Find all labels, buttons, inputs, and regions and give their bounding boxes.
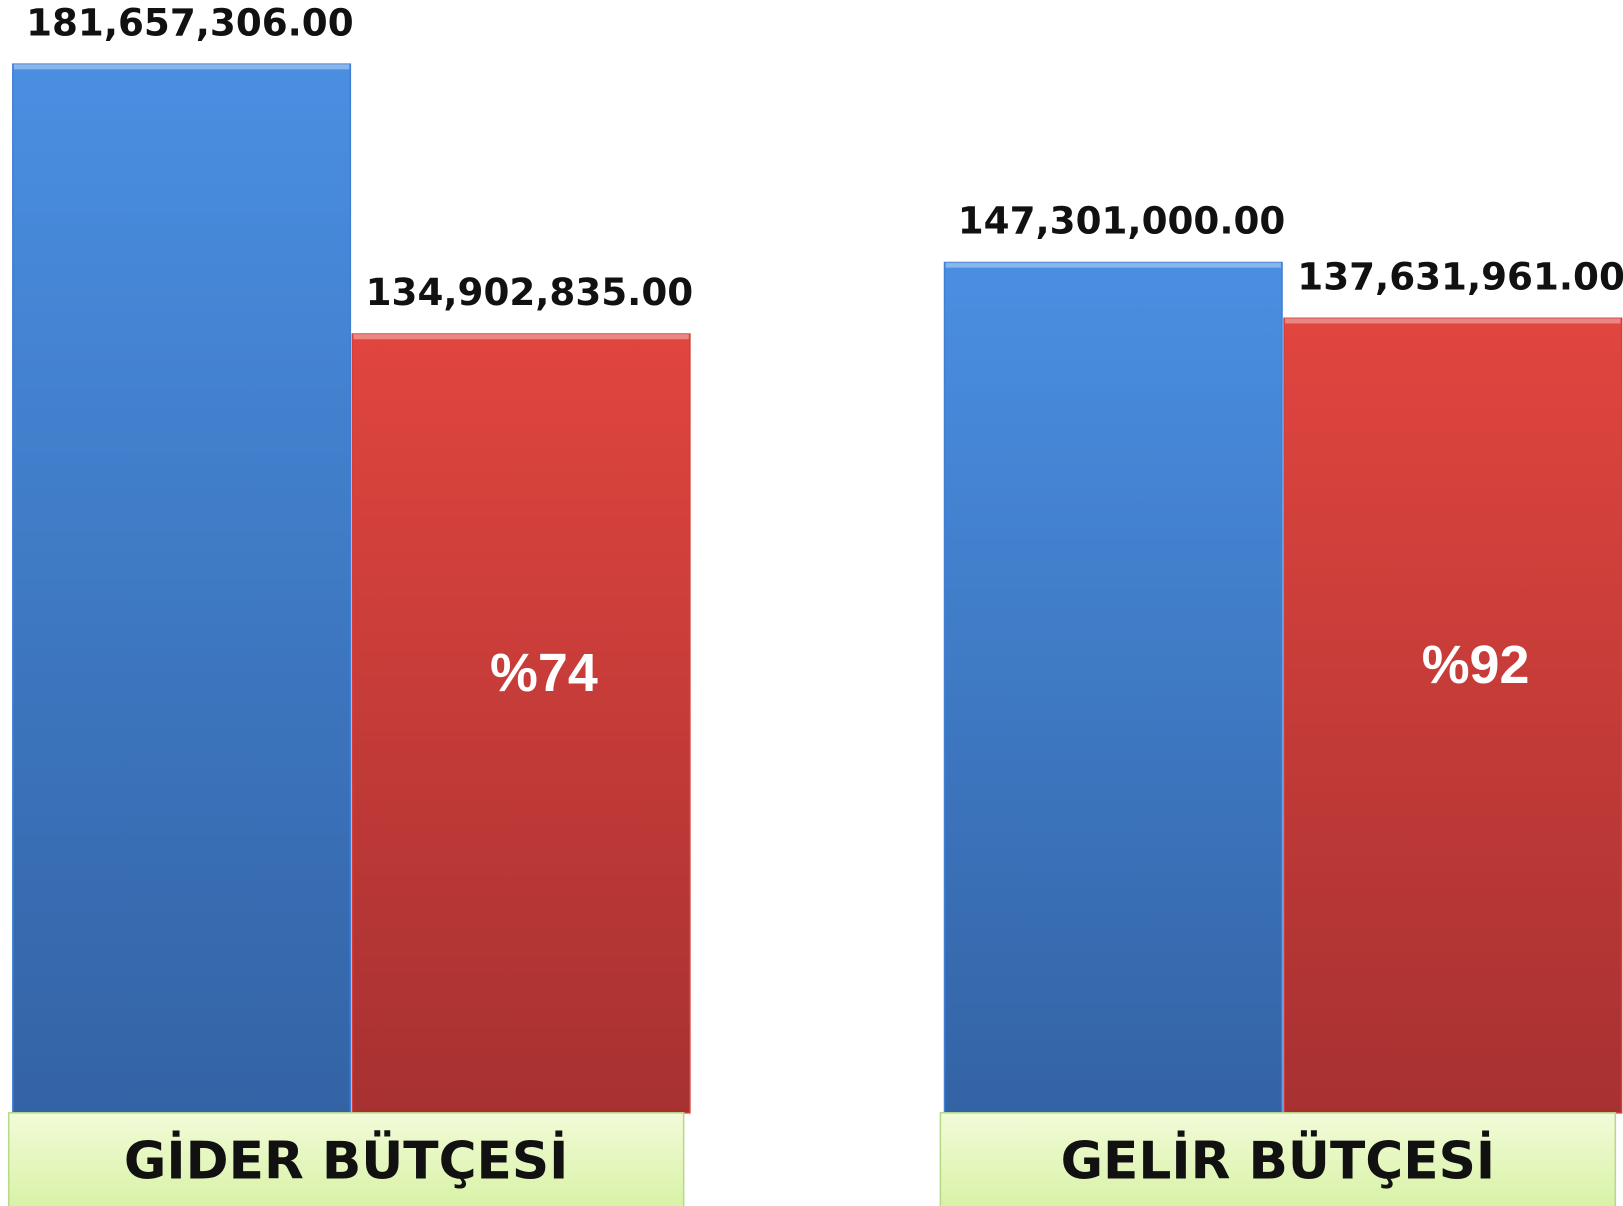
bar-highlight [353,334,689,340]
category-box [939,1112,1617,1206]
bar [943,261,1283,1114]
bar [351,333,691,1114]
value-label: 137,631,961.00 [1297,254,1623,298]
value-label: 147,301,000.00 [958,199,1286,243]
bar-highlight [1285,318,1621,324]
bar-highlight [13,64,350,70]
category-box [7,1112,685,1206]
category-label: GİDER BÜTÇESİ [124,1130,569,1192]
bar [1283,317,1623,1114]
value-label: 134,902,835.00 [366,270,694,314]
bar [12,63,352,1114]
value-label: 181,657,306.00 [26,0,354,44]
percent-label: %92 [1422,635,1530,695]
category-label: GELİR BÜTÇESİ [1061,1130,1496,1192]
percent-label: %74 [490,643,598,703]
bar-highlight [945,262,1281,268]
